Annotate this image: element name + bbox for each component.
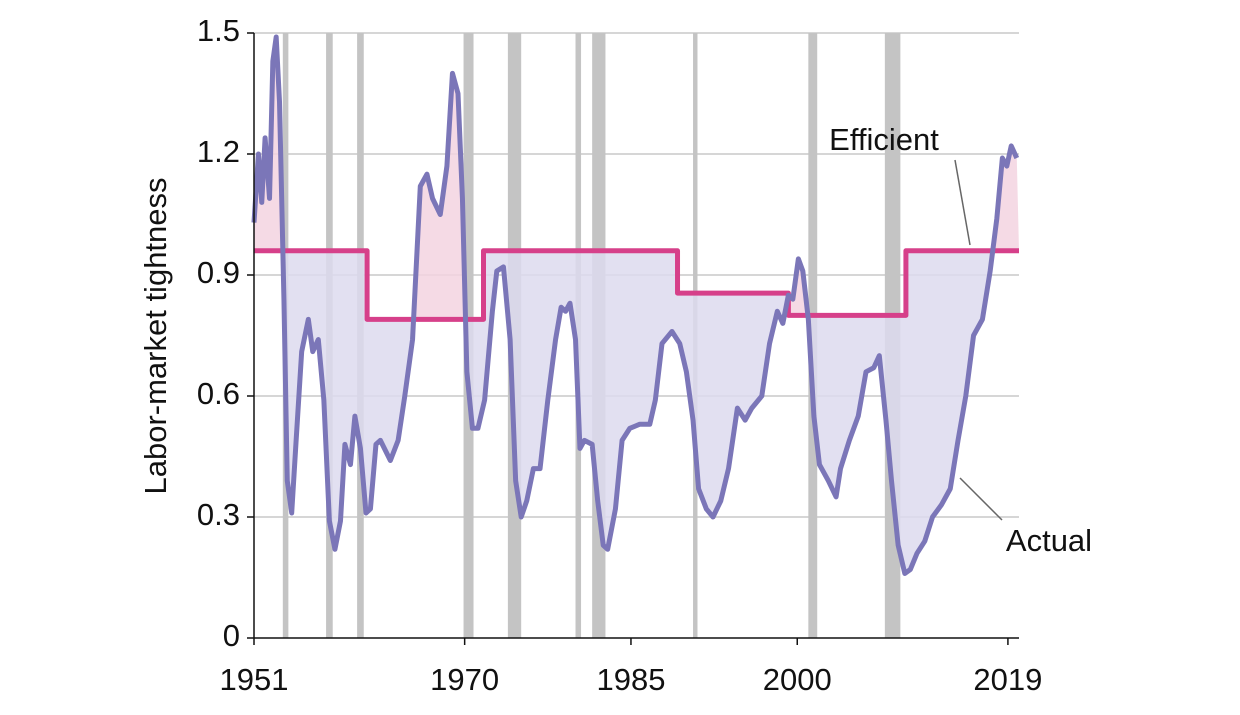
- x-tick-label: 2000: [763, 662, 832, 697]
- x-tick-label: 1985: [596, 662, 665, 697]
- gap-area-below: [254, 250, 1019, 574]
- series-label: Actual: [1006, 523, 1092, 558]
- y-tick-label: 0.3: [197, 497, 240, 532]
- y-tick-label: 1.2: [197, 134, 240, 169]
- series-line: [254, 248, 1019, 322]
- x-tick-label: 1970: [430, 662, 499, 697]
- y-tick-label: 0: [223, 618, 240, 653]
- leader-line: [954, 159, 971, 246]
- y-tick-label: 0.9: [197, 255, 240, 290]
- series-label: Efficient: [829, 122, 939, 157]
- y-tick-label: 1.5: [197, 13, 240, 48]
- leader-line: [959, 477, 1003, 521]
- x-tick-label: 2019: [973, 662, 1042, 697]
- x-tick-label: 1951: [220, 662, 289, 697]
- series-line: [251, 34, 1020, 576]
- y-tick-label: 0.6: [197, 376, 240, 411]
- y-axis-label: Labor-market tightness: [138, 177, 173, 494]
